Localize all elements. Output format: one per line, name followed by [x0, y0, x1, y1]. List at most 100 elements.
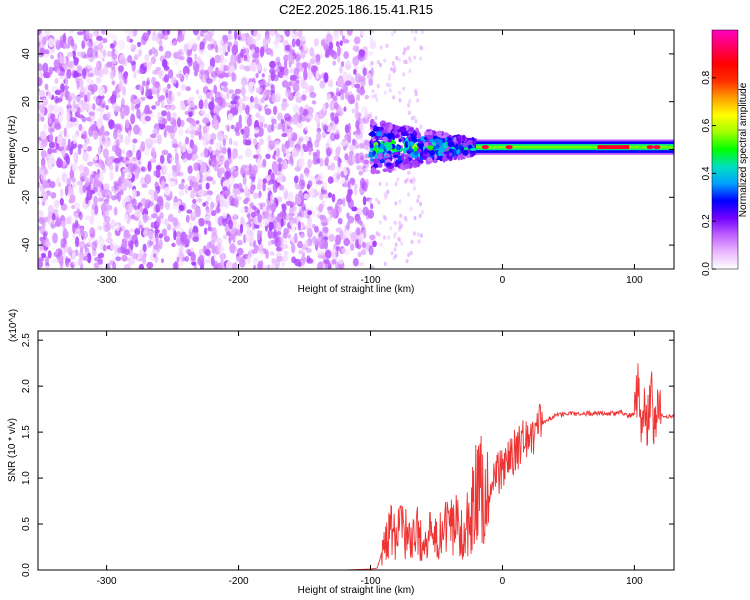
heatmap-cell [367, 209, 375, 219]
heatmap-cell [413, 55, 417, 60]
heatmap-cell [120, 104, 126, 109]
heatmap-cell [123, 71, 128, 80]
heatmap-cell [228, 89, 234, 94]
heatmap-cell [127, 55, 133, 63]
heatmap-cell [64, 146, 70, 152]
heatmap-cell [172, 143, 179, 148]
heatmap-cell [114, 49, 119, 55]
heatmap-cell [422, 155, 427, 160]
heatmap-cell [221, 146, 227, 155]
heatmap-cell [281, 143, 286, 153]
heatmap-cell [159, 200, 164, 210]
heatmap-cell [185, 214, 190, 223]
heatmap-cell [161, 258, 164, 264]
heatmap-cell [217, 96, 224, 107]
heatmap-cell [161, 228, 168, 237]
heatmap-cell [180, 83, 187, 91]
heatmap-cell [340, 61, 345, 67]
heatmap-cell [339, 30, 343, 36]
heatmap-cell [344, 80, 352, 86]
heatmap-cell [98, 68, 104, 78]
heatmap-cell [217, 130, 224, 141]
heatmap-cell [267, 124, 273, 133]
heatmap-cell [156, 216, 161, 227]
heatmap-cell [316, 180, 323, 185]
heatmap-cell [178, 33, 185, 42]
heatmap-cell [402, 72, 406, 77]
heatmap-cell [89, 171, 94, 176]
heatmap-cell [133, 55, 138, 61]
heatmap-cell [297, 212, 302, 217]
heatmap-cell [270, 30, 275, 37]
heatmap-cell [277, 112, 283, 121]
heatmap-cell [161, 118, 168, 125]
heatmap-cell [111, 195, 117, 201]
heatmap-cell [364, 140, 371, 146]
heatmap-cell [101, 30, 106, 35]
colorbar: 0.0 0.2 0.4 0.6 0.8 Normalized spectral ampl… [701, 29, 749, 276]
heatmap-cell [163, 186, 171, 196]
heatmap-cell [240, 77, 248, 87]
heatmap-cell [323, 72, 329, 83]
heatmap-cell [151, 105, 157, 110]
heatmap-cell [332, 60, 337, 66]
heatmap-cell [398, 220, 402, 226]
heatmap-cell [407, 140, 415, 147]
heatmap-cell [197, 189, 205, 197]
heatmap-cell [172, 119, 177, 127]
heatmap-cell [123, 105, 130, 116]
heatmap-cell [327, 79, 334, 88]
heatmap-cell [103, 216, 111, 223]
heatmap-cell [343, 169, 348, 176]
heatmap-cell [151, 151, 155, 157]
heatmap-cell [215, 67, 219, 77]
heatmap-cell [240, 33, 246, 42]
heatmap-cell [331, 126, 339, 133]
heatmap-cell [382, 168, 388, 172]
heatmap-cell [179, 243, 184, 255]
heatmap-cell [192, 30, 200, 36]
heatmap-cell [79, 211, 83, 221]
heatmap-cell [125, 203, 133, 214]
heatmap-cell [371, 30, 375, 33]
heatmap-cell [240, 167, 245, 176]
heatmap-cell [172, 202, 179, 210]
heatmap-cell [117, 151, 122, 159]
heatmap-cell [126, 35, 131, 43]
heatmap-cell [262, 218, 269, 227]
heatmap-cell [245, 223, 250, 232]
heatmap-cell [86, 65, 93, 70]
heatmap-cell [239, 64, 246, 70]
heatmap-cell [322, 189, 328, 195]
heatmap-cell [256, 209, 261, 215]
heatmap-cell [418, 160, 424, 164]
heatmap-cell [43, 265, 50, 269]
heatmap-cell [419, 233, 423, 238]
heatmap-cell [278, 213, 283, 218]
heatmap-cell [83, 166, 88, 173]
heatmap-cell [56, 158, 63, 168]
heatmap-cell [95, 76, 102, 84]
heatmap-cell [299, 106, 304, 115]
heatmap-cell [176, 117, 182, 128]
heatmap-cell [151, 85, 157, 96]
heatmap-cell [233, 140, 238, 147]
heatmap-cell [164, 201, 171, 210]
heatmap-cell [414, 30, 418, 34]
heatmap-cell [375, 97, 379, 103]
heatmap-cell [386, 82, 390, 88]
heatmap-cell [95, 30, 99, 37]
heatmap-cell [191, 127, 195, 137]
heatmap-cell [86, 33, 93, 40]
heatmap-cell [349, 144, 355, 152]
heatmap-cell [131, 156, 137, 162]
heatmap-cell [383, 261, 387, 267]
heatmap-cell [378, 181, 382, 187]
heatmap-cell [345, 64, 352, 70]
heatmap-cell [178, 183, 185, 190]
heatmap-cell [209, 57, 216, 69]
heatmap-cell [253, 154, 259, 159]
y-tick-label: 1.5 [21, 425, 32, 439]
heatmap-cell [337, 258, 344, 265]
heatmap-cell [265, 153, 271, 160]
